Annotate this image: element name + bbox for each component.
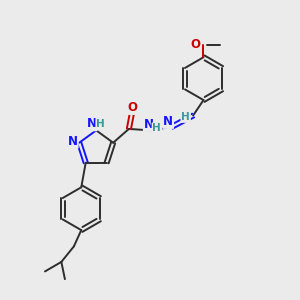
Text: H: H: [152, 123, 161, 133]
Text: N: N: [87, 117, 97, 130]
Text: H: H: [181, 112, 190, 122]
Text: O: O: [128, 101, 137, 114]
Text: O: O: [190, 38, 200, 51]
Text: H: H: [96, 119, 105, 129]
Text: N: N: [163, 115, 173, 128]
Text: N: N: [144, 118, 154, 131]
Text: N: N: [68, 135, 78, 148]
